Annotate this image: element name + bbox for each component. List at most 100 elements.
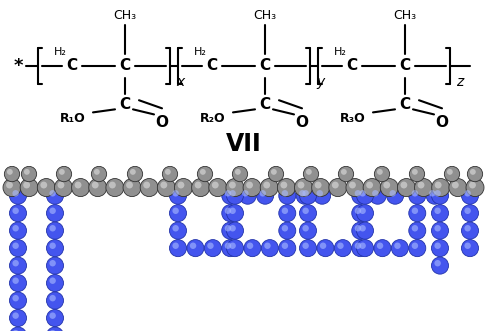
Circle shape <box>281 208 287 214</box>
Circle shape <box>229 225 235 231</box>
Circle shape <box>299 222 316 239</box>
Circle shape <box>411 243 417 249</box>
Circle shape <box>386 187 403 204</box>
Text: C: C <box>119 58 130 73</box>
Circle shape <box>408 205 425 222</box>
Circle shape <box>46 327 63 331</box>
Circle shape <box>169 222 186 239</box>
Circle shape <box>49 330 56 331</box>
Circle shape <box>94 169 100 175</box>
Circle shape <box>411 225 417 231</box>
Circle shape <box>12 190 19 197</box>
Circle shape <box>359 190 365 197</box>
Circle shape <box>278 222 295 239</box>
Circle shape <box>468 182 475 188</box>
Circle shape <box>162 166 177 182</box>
Circle shape <box>268 166 283 182</box>
Circle shape <box>46 205 63 222</box>
Circle shape <box>160 182 167 188</box>
Circle shape <box>270 169 276 175</box>
Circle shape <box>54 178 72 197</box>
Circle shape <box>356 205 373 222</box>
Circle shape <box>433 225 440 231</box>
Circle shape <box>92 182 99 188</box>
Circle shape <box>49 225 56 231</box>
Circle shape <box>400 182 407 188</box>
Circle shape <box>464 190 470 197</box>
Circle shape <box>354 190 360 197</box>
Circle shape <box>9 205 26 222</box>
Circle shape <box>6 182 13 188</box>
Circle shape <box>337 243 343 249</box>
Circle shape <box>260 178 278 197</box>
Circle shape <box>226 240 243 257</box>
Text: C: C <box>259 97 270 112</box>
Circle shape <box>430 187 447 204</box>
Circle shape <box>9 274 26 292</box>
Circle shape <box>430 205 447 222</box>
Circle shape <box>371 190 378 197</box>
Text: C: C <box>399 97 410 112</box>
Circle shape <box>232 166 247 182</box>
Circle shape <box>278 205 295 222</box>
Text: VII: VII <box>225 132 262 156</box>
Circle shape <box>49 190 56 197</box>
Circle shape <box>12 225 19 231</box>
Circle shape <box>264 243 270 249</box>
Text: O: O <box>155 115 168 130</box>
Circle shape <box>356 187 373 204</box>
Circle shape <box>222 222 238 239</box>
Circle shape <box>9 292 26 309</box>
Circle shape <box>222 205 238 222</box>
Circle shape <box>345 178 363 197</box>
Circle shape <box>106 178 123 197</box>
Circle shape <box>4 166 20 182</box>
Circle shape <box>21 166 37 182</box>
Text: H₂: H₂ <box>54 47 66 57</box>
Circle shape <box>191 178 209 197</box>
Circle shape <box>408 240 425 257</box>
Circle shape <box>12 243 19 249</box>
Circle shape <box>461 240 478 257</box>
Circle shape <box>464 208 470 214</box>
Circle shape <box>12 295 19 302</box>
Text: y: y <box>315 75 324 89</box>
Circle shape <box>314 182 321 188</box>
Circle shape <box>243 178 261 197</box>
Circle shape <box>20 178 38 197</box>
Circle shape <box>9 309 26 327</box>
Circle shape <box>9 240 26 257</box>
Circle shape <box>389 190 395 197</box>
Circle shape <box>311 178 329 197</box>
Circle shape <box>411 169 417 175</box>
Circle shape <box>366 182 372 188</box>
Circle shape <box>433 208 440 214</box>
Circle shape <box>224 190 231 197</box>
Text: *: * <box>13 57 23 75</box>
Circle shape <box>299 187 316 204</box>
Circle shape <box>169 205 186 222</box>
Circle shape <box>177 182 184 188</box>
Circle shape <box>229 243 235 249</box>
Text: H₂: H₂ <box>193 47 206 57</box>
Circle shape <box>461 205 478 222</box>
Circle shape <box>37 178 55 197</box>
Circle shape <box>123 178 141 197</box>
Circle shape <box>296 187 312 204</box>
Circle shape <box>23 182 30 188</box>
Circle shape <box>433 243 440 249</box>
Circle shape <box>174 178 192 197</box>
Circle shape <box>172 208 179 214</box>
Circle shape <box>56 166 72 182</box>
Text: O: O <box>435 115 447 130</box>
Circle shape <box>305 169 311 175</box>
Circle shape <box>7 169 13 175</box>
Circle shape <box>299 190 305 197</box>
Circle shape <box>242 190 248 197</box>
Circle shape <box>197 166 212 182</box>
Circle shape <box>204 240 221 257</box>
Circle shape <box>126 182 133 188</box>
Circle shape <box>172 243 179 249</box>
Circle shape <box>446 169 452 175</box>
Text: R₃O: R₃O <box>340 112 365 125</box>
